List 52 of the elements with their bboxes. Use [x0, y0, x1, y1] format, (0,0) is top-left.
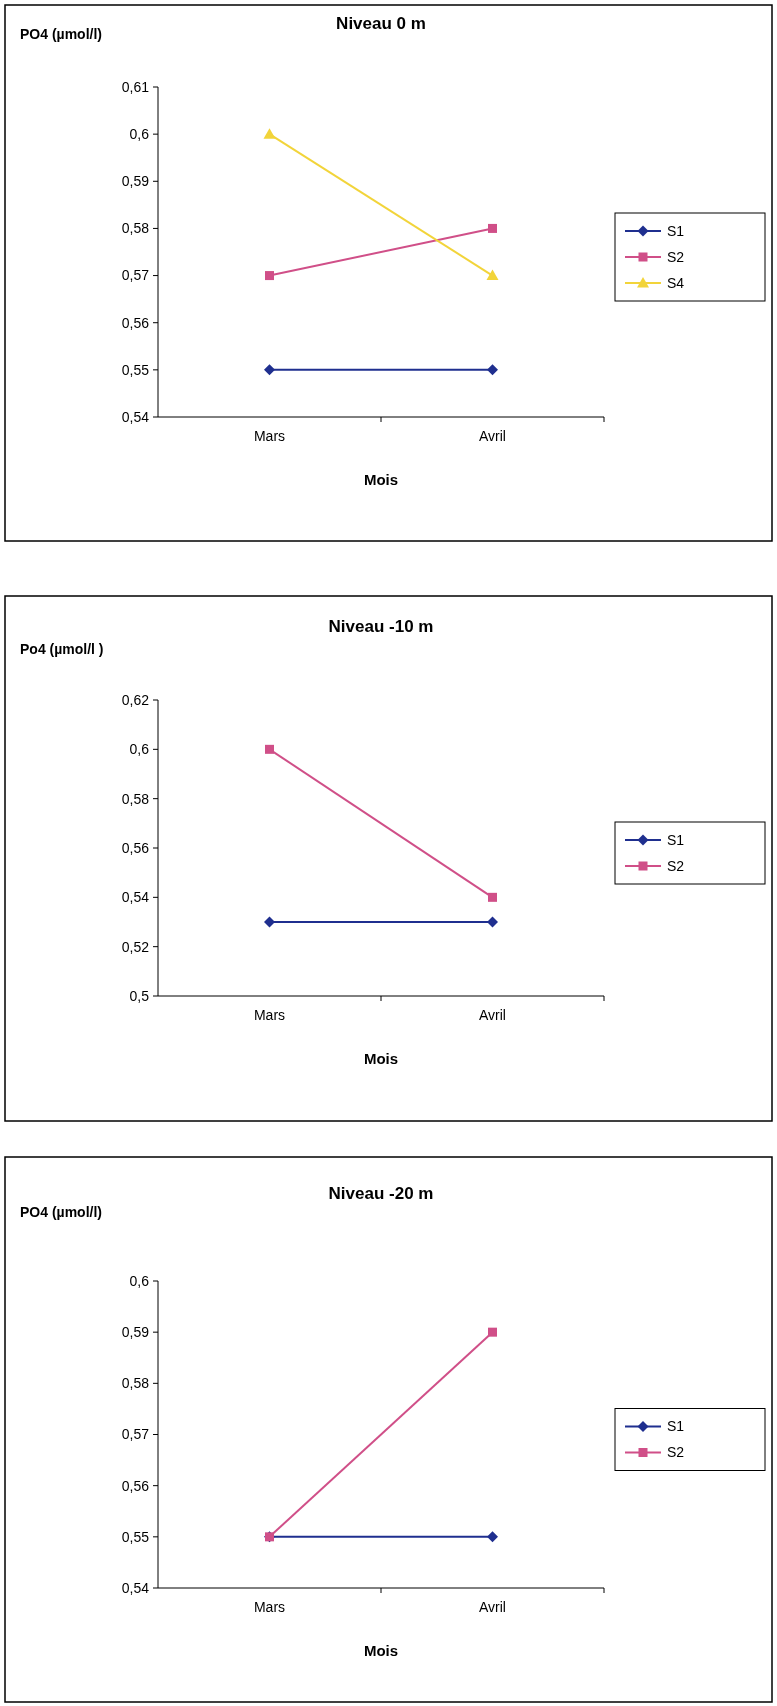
y-tick-label: 0,58	[121, 220, 150, 237]
y-tick-label: 0,59	[121, 1324, 150, 1341]
x-tick-label: Mars	[253, 1007, 286, 1023]
point	[487, 364, 498, 376]
y-tick-label: 0,54	[121, 408, 150, 425]
y-tick-label: 0,55	[121, 361, 150, 378]
y-tick-label: 0,57	[121, 267, 150, 284]
point	[488, 223, 497, 233]
y-tick-label: 0,59	[121, 173, 150, 190]
legend-label: S1	[667, 831, 685, 848]
y-tick-label: 0,61	[121, 78, 150, 95]
legend-label: S2	[667, 857, 685, 874]
point	[265, 744, 274, 754]
y-tick-label: 0,57	[121, 1426, 150, 1443]
y-axis-title: PO4 (µmol/l)	[20, 26, 102, 42]
y-tick-label: 0,56	[121, 839, 150, 856]
legend-label: S4	[667, 274, 685, 291]
y-tick-label: 0,6	[129, 741, 150, 758]
x-axis-title: Mois	[363, 1050, 399, 1067]
y-tick-label: 0,6	[129, 1272, 150, 1289]
chart-title: Niveau -10 m	[328, 617, 434, 636]
x-tick-label: Mars	[253, 428, 286, 444]
x-tick-label: Avril	[479, 428, 506, 444]
legend-label: S1	[667, 1418, 685, 1435]
y-tick-label: 0,58	[121, 1375, 150, 1392]
point	[487, 916, 498, 928]
point	[265, 271, 274, 281]
legend-label: S1	[667, 222, 685, 239]
point	[264, 364, 275, 376]
x-axis-title: Mois	[363, 1642, 399, 1659]
y-tick-label: 0,56	[121, 1477, 150, 1494]
point	[488, 892, 497, 902]
legend-label: S2	[667, 248, 685, 265]
y-tick-label: 0,54	[121, 889, 150, 906]
y-tick-label: 0,52	[121, 938, 150, 955]
y-tick-label: 0,6	[129, 126, 150, 143]
y-tick-label: 0,56	[121, 314, 150, 331]
x-tick-label: Avril	[479, 1007, 506, 1023]
x-tick-label: Avril	[479, 1599, 506, 1615]
x-axis-title: Mois	[363, 471, 399, 488]
y-axis-title: Po4 (µmol/l )	[20, 641, 104, 657]
point	[264, 916, 275, 928]
y-axis-title: PO4 (µmol/l)	[20, 1204, 102, 1220]
chart-title: Niveau 0 m	[336, 14, 426, 33]
legend-label: S2	[667, 1444, 685, 1461]
y-tick-label: 0,62	[121, 691, 150, 708]
y-tick-label: 0,58	[121, 790, 150, 807]
y-tick-label: 0,55	[121, 1528, 150, 1545]
y-tick-label: 0,54	[121, 1579, 150, 1596]
y-tick-label: 0,5	[129, 987, 150, 1004]
chart-title: Niveau -20 m	[328, 1184, 434, 1203]
x-tick-label: Mars	[253, 1599, 286, 1615]
